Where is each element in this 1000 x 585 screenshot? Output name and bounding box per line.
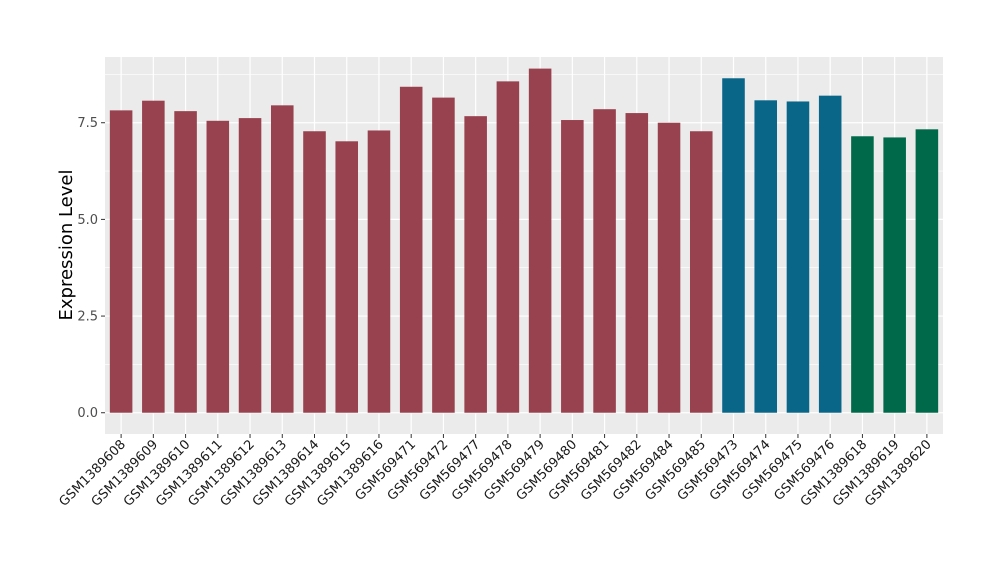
bars bbox=[109, 68, 939, 413]
bar-gsm1389618 bbox=[851, 136, 874, 413]
bar-gsm569482 bbox=[625, 113, 649, 413]
bar-gsm1389613 bbox=[270, 105, 294, 413]
bar-gsm569473 bbox=[722, 78, 745, 413]
bar-gsm1389608 bbox=[109, 110, 133, 413]
bar-gsm569472 bbox=[432, 97, 455, 413]
bar-gsm569476 bbox=[818, 95, 842, 413]
x-axis: GSM1389608GSM1389609GSM1389610GSM1389611… bbox=[56, 434, 935, 510]
y-tick-label: 7.5 bbox=[77, 116, 98, 131]
bar-gsm569484 bbox=[657, 122, 681, 413]
bar-gsm569480 bbox=[561, 120, 584, 413]
bar-gsm1389612 bbox=[238, 118, 262, 413]
bar-gsm569478 bbox=[496, 81, 520, 413]
bar-gsm1389615 bbox=[335, 141, 359, 413]
bar-gsm569474 bbox=[754, 100, 778, 413]
bar-gsm1389614 bbox=[303, 131, 326, 413]
bar-gsm569477 bbox=[464, 116, 487, 413]
bar-gsm1389609 bbox=[142, 100, 165, 413]
bar-gsm569475 bbox=[786, 101, 810, 413]
bar-gsm569481 bbox=[593, 109, 616, 413]
bar-gsm1389611 bbox=[206, 120, 230, 413]
panel-background bbox=[105, 57, 943, 434]
bar-gsm569471 bbox=[399, 86, 423, 413]
y-axis-title: Expression Level bbox=[56, 170, 77, 321]
bar-gsm1389620 bbox=[915, 129, 939, 413]
bar-gsm569485 bbox=[689, 131, 713, 413]
bar-gsm1389619 bbox=[883, 137, 906, 413]
y-tick-label: 0.0 bbox=[77, 406, 98, 421]
bar-gsm569479 bbox=[528, 68, 552, 413]
y-tick-label: 2.5 bbox=[77, 310, 98, 325]
bar-gsm1389610 bbox=[174, 111, 197, 413]
y-axis: 0.0 2.5 5.0 7.5 bbox=[77, 116, 105, 421]
y-tick-label: 5.0 bbox=[77, 213, 98, 228]
bar-gsm1389616 bbox=[367, 130, 391, 413]
